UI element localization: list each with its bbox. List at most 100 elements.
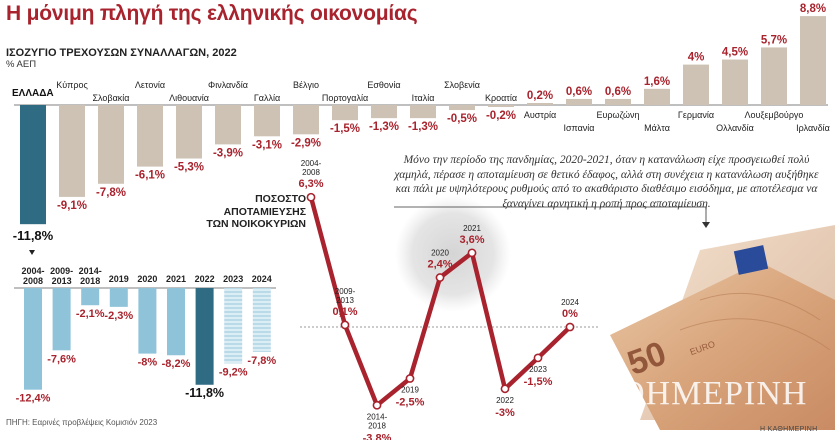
value-label: -3,8% bbox=[363, 432, 392, 440]
bar-20 bbox=[800, 16, 826, 105]
value-label: 0,6% bbox=[605, 86, 631, 98]
greece-pointer bbox=[29, 250, 35, 255]
x-label: 2021 bbox=[463, 224, 481, 233]
category-label: Ιταλία bbox=[412, 93, 435, 103]
category-label: Κύπρος bbox=[56, 80, 88, 90]
data-point bbox=[533, 353, 543, 363]
category-label: Ευρωζώνη bbox=[597, 110, 640, 120]
value-label: 0% bbox=[562, 308, 578, 320]
bar-5 bbox=[215, 105, 241, 145]
category-label: Αυστρία bbox=[524, 110, 556, 120]
greece-current-account-chart: 2004-2008 -12,4% 2009-2013 -7,6% 2014-2018 -2… bbox=[14, 266, 276, 405]
value-label: 3,6% bbox=[459, 234, 484, 246]
bar-6 bbox=[195, 288, 214, 385]
bar-3 bbox=[109, 288, 128, 307]
bar-13 bbox=[527, 102, 553, 105]
bar-8 bbox=[332, 105, 358, 121]
value-label: -9,1% bbox=[57, 200, 87, 212]
bar-2 bbox=[98, 105, 124, 184]
bar-1 bbox=[59, 105, 85, 197]
category-label: 2020 bbox=[137, 274, 157, 284]
data-point bbox=[372, 400, 382, 410]
value-label: -1,3% bbox=[369, 121, 399, 133]
x-label: 2013 bbox=[336, 296, 354, 305]
category-label: 2013 bbox=[52, 276, 72, 286]
category-label: 2024 bbox=[252, 274, 272, 284]
category-label: Λουξεμβούργο bbox=[745, 110, 804, 120]
bar-7 bbox=[293, 105, 319, 135]
category-label: 2018 bbox=[80, 276, 100, 286]
x-label: 2018 bbox=[368, 421, 386, 430]
x-label: 2019 bbox=[401, 386, 419, 395]
bar-11 bbox=[449, 105, 475, 111]
value-label: 0,1% bbox=[332, 306, 357, 318]
data-point bbox=[405, 374, 415, 383]
category-label: Γαλλία bbox=[254, 93, 280, 103]
bar-17 bbox=[683, 64, 709, 105]
data-point bbox=[435, 273, 445, 282]
bar-1 bbox=[52, 288, 71, 351]
category-label: Λιθουανία bbox=[169, 93, 209, 103]
category-label: Σλοβενία bbox=[444, 80, 480, 90]
category-label: Εσθονία bbox=[367, 80, 400, 90]
bar-10 bbox=[410, 105, 436, 119]
savings-chart-title: ΠΟΣΟΣΤΟ ΑΠΟΤΑΜΙΕΥΣΗΣ ΤΩΝ ΝΟΙΚΟΚΥΡΙΩΝ bbox=[196, 193, 306, 231]
category-label: 2021 bbox=[166, 274, 186, 284]
value-label: 2,4% bbox=[427, 259, 452, 271]
bar-0 bbox=[20, 105, 46, 225]
bar-8 bbox=[252, 288, 271, 352]
x-label: 2014- bbox=[367, 412, 388, 421]
value-label: -9,2% bbox=[219, 366, 248, 378]
category-label: 2004- bbox=[21, 266, 44, 276]
value-label: -7,6% bbox=[47, 353, 76, 365]
value-label: -8,2% bbox=[162, 358, 191, 370]
data-point bbox=[565, 322, 575, 332]
bar-3 bbox=[137, 105, 163, 167]
bar-5 bbox=[167, 288, 185, 356]
x-label: 2022 bbox=[496, 396, 514, 405]
category-label: Ιρλανδία bbox=[796, 123, 830, 133]
value-label: -11,8% bbox=[13, 228, 54, 243]
value-label: -12,4% bbox=[16, 393, 51, 405]
value-label: -7,8% bbox=[247, 355, 276, 367]
x-label: 2008 bbox=[302, 168, 320, 177]
category-label: Κροατία bbox=[485, 93, 517, 103]
category-label: Ολλανδία bbox=[716, 123, 754, 133]
savings-title-line: ΠΟΣΟΣΤΟ bbox=[255, 193, 306, 205]
value-label: 8,8% bbox=[800, 3, 826, 15]
category-label: Βέλγιο bbox=[293, 80, 319, 90]
category-label: Σλοβακία bbox=[92, 93, 129, 103]
current-account-chart: -11,8% ΕΛΛΑΔΑ -9,1% Κύπρος -7,8% Σλοβακία -6,1… bbox=[12, 3, 830, 255]
source-note: ΠΗΓΗ: Εαρινές προβλέψεις Κομισιόν 2023 bbox=[6, 418, 158, 427]
value-label: -2,3% bbox=[104, 310, 133, 322]
data-point bbox=[500, 384, 510, 394]
category-label: Πορτογαλία bbox=[322, 93, 368, 103]
data-point bbox=[340, 320, 350, 330]
data-point bbox=[467, 248, 477, 258]
banknote-illustration: 50 EURO bbox=[610, 225, 835, 430]
category-label: Γερμανία bbox=[678, 110, 714, 120]
value-label: 0,2% bbox=[527, 90, 553, 102]
bar-7 bbox=[224, 288, 243, 364]
value-label: -8% bbox=[138, 357, 158, 369]
x-label: 2024 bbox=[561, 298, 579, 307]
bar-0 bbox=[24, 288, 42, 390]
value-label: -6,1% bbox=[135, 170, 165, 182]
value-label: -1,5% bbox=[524, 376, 553, 388]
bar-16 bbox=[644, 88, 670, 105]
note-callout-pointer bbox=[702, 222, 710, 228]
x-label: 2023 bbox=[529, 365, 547, 374]
category-label: Φινλανδία bbox=[208, 80, 248, 90]
category-label: Λετονία bbox=[135, 80, 165, 90]
bar-12 bbox=[488, 105, 514, 108]
note-callout-frame bbox=[394, 206, 707, 222]
current-account-title: ΙΣΟΖΥΓΙΟ ΤΡΕΧΟΥΣΩΝ ΣΥΝΑΛΛΑΓΩΝ, 2022 bbox=[6, 47, 237, 59]
value-label: -7,8% bbox=[96, 187, 126, 199]
value-label: -2,5% bbox=[396, 397, 425, 409]
savings-title-line: ΤΩΝ ΝΟΙΚΟΚΥΡΙΩΝ bbox=[206, 218, 306, 230]
value-label: 1,6% bbox=[644, 76, 670, 88]
category-label: 2019 bbox=[109, 274, 129, 284]
